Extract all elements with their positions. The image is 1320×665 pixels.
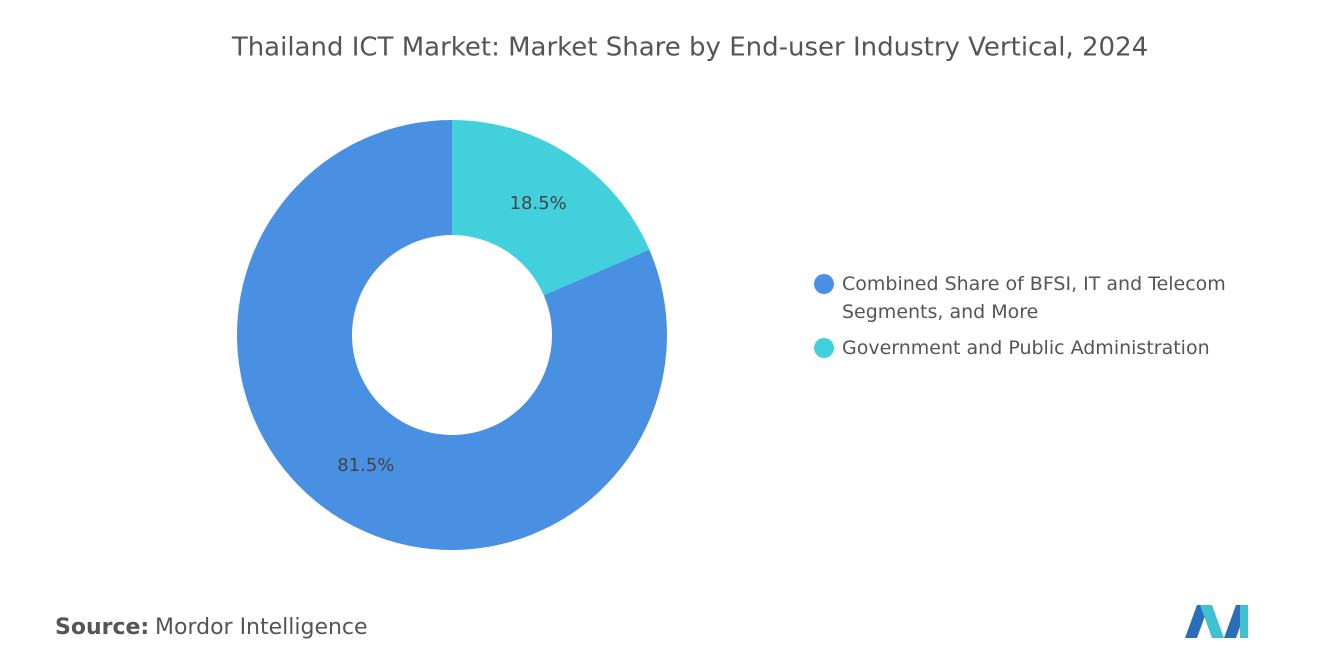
- data-label: 18.5%: [510, 193, 567, 214]
- slice: [452, 120, 650, 296]
- donut: [236, 120, 667, 550]
- legend-label: Combined Share of BFSI, IT and Telecom S…: [842, 273, 1226, 323]
- legend-swatch: [814, 274, 834, 294]
- legend-item: Combined Share of BFSI, IT and Telecom S…: [814, 270, 1264, 326]
- source: Mordor Intelligence: [155, 615, 368, 640]
- source-label: Source:: [55, 615, 149, 640]
- chart-title: Thailand ICT Market: Market Share by End…: [231, 33, 1148, 63]
- logo: [1185, 605, 1248, 638]
- legend-item: Government and Public Administration: [814, 334, 1264, 362]
- slice: [236, 120, 667, 550]
- data-label: 81.5%: [337, 455, 394, 476]
- legend-swatch: [814, 338, 834, 358]
- legend: Combined Share of BFSI, IT and Telecom S…: [814, 270, 1264, 370]
- legend-label: Government and Public Administration: [842, 337, 1210, 359]
